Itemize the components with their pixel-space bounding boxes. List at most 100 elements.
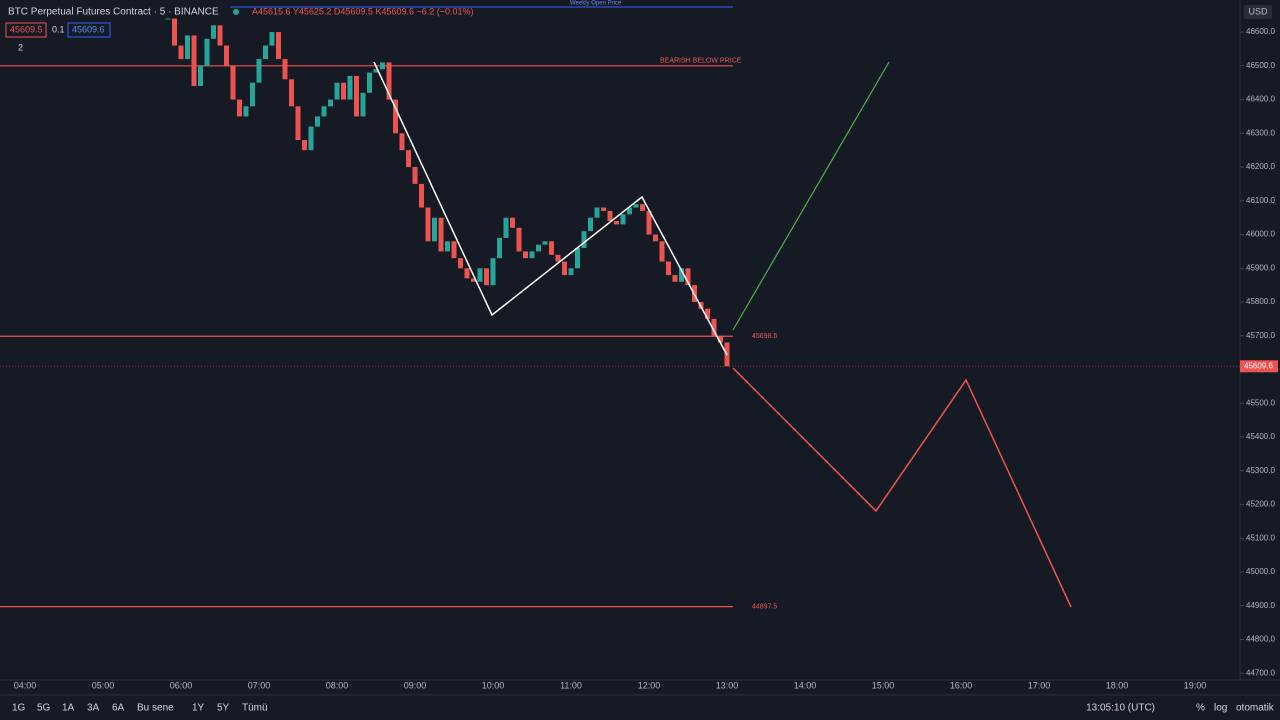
candle bbox=[328, 99, 333, 107]
y-tick-label: 44800.0 bbox=[1246, 635, 1275, 644]
candle bbox=[334, 82, 340, 100]
y-tick-label: 44900.0 bbox=[1246, 601, 1275, 610]
candle bbox=[497, 237, 502, 259]
candle bbox=[549, 241, 554, 255]
currency[interactable]: USD bbox=[1248, 6, 1268, 16]
y-tick-label: 46500.0 bbox=[1246, 61, 1275, 70]
candle bbox=[484, 268, 489, 286]
candle bbox=[243, 106, 249, 117]
y-tick-label: 46300.0 bbox=[1246, 128, 1275, 137]
level-label: BEARISH BELOW PRICE bbox=[660, 58, 742, 65]
range-button[interactable]: 5G bbox=[37, 703, 51, 714]
candle bbox=[653, 234, 658, 242]
x-tick-label: 10:00 bbox=[482, 680, 505, 690]
candle bbox=[666, 261, 671, 276]
x-tick-label: 06:00 bbox=[170, 680, 193, 690]
x-tick-label: 14:00 bbox=[794, 680, 817, 690]
candle bbox=[204, 38, 210, 66]
candle bbox=[627, 207, 632, 215]
candle bbox=[419, 183, 424, 208]
bull-projection bbox=[732, 61, 890, 331]
candle bbox=[432, 217, 437, 242]
candle bbox=[308, 126, 314, 151]
x-tick-label: 15:00 bbox=[872, 680, 895, 690]
level-label: 45698.6 bbox=[752, 333, 777, 340]
candle bbox=[289, 79, 294, 107]
indicator-count[interactable]: 2 bbox=[18, 42, 23, 52]
range-button[interactable]: 1Y bbox=[192, 703, 205, 714]
y-tick-label: 46400.0 bbox=[1246, 95, 1275, 104]
candle bbox=[536, 244, 541, 252]
toolbar: 13:05:10 (UTC) % log otomatik 1G 5G 1A 3A 6A… bbox=[12, 703, 1275, 714]
spread: 0.1 bbox=[52, 24, 65, 34]
candle bbox=[438, 217, 444, 252]
sell-price[interactable]: 45609.5 bbox=[10, 24, 43, 34]
candle bbox=[568, 268, 574, 276]
candle bbox=[198, 65, 203, 87]
x-tick-label: 11:00 bbox=[560, 680, 582, 690]
buy-box[interactable] bbox=[67, 22, 111, 38]
y-tick-label: 46000.0 bbox=[1246, 230, 1275, 239]
candle bbox=[393, 99, 398, 134]
candle bbox=[679, 268, 684, 282]
range-button[interactable]: 1A bbox=[62, 703, 75, 714]
range-button[interactable]: 5Y bbox=[217, 703, 230, 714]
candle bbox=[360, 92, 366, 117]
range-button[interactable]: Tümü bbox=[242, 703, 268, 714]
candle bbox=[555, 254, 561, 262]
candle bbox=[451, 241, 457, 259]
y-tick-label: 45700.0 bbox=[1246, 331, 1275, 340]
candle bbox=[224, 45, 229, 66]
candle bbox=[321, 106, 327, 117]
candle bbox=[250, 82, 255, 107]
candle bbox=[367, 72, 372, 93]
candle bbox=[594, 207, 600, 218]
y-tick-label: 45500.0 bbox=[1246, 398, 1275, 407]
candle bbox=[542, 241, 548, 245]
candle bbox=[295, 106, 301, 141]
candle bbox=[503, 217, 509, 238]
clock: 13:05:10 (UTC) bbox=[1086, 703, 1155, 714]
candle bbox=[614, 221, 619, 225]
auto-toggle[interactable]: otomatik bbox=[1236, 703, 1275, 714]
weekly-label: Weekly Open Price bbox=[570, 1, 622, 7]
candle bbox=[464, 268, 470, 279]
range-button[interactable]: Bu sene bbox=[137, 703, 174, 714]
range-button[interactable]: 1G bbox=[12, 703, 26, 714]
x-tick-label: 05:00 bbox=[92, 680, 115, 690]
x-tick-label: 07:00 bbox=[248, 680, 271, 690]
buy-price[interactable]: 45609.6 bbox=[72, 24, 105, 34]
x-tick-label: 18:00 bbox=[1106, 680, 1129, 690]
log-toggle[interactable]: log bbox=[1214, 703, 1227, 714]
currency-box[interactable] bbox=[1244, 5, 1272, 19]
range-button[interactable]: 6A bbox=[112, 703, 125, 714]
candle bbox=[633, 204, 639, 208]
bear-projection bbox=[732, 367, 1072, 608]
candle bbox=[516, 227, 522, 252]
candle bbox=[399, 133, 405, 151]
candle bbox=[588, 217, 593, 232]
candle bbox=[490, 258, 496, 286]
candle bbox=[477, 268, 483, 282]
candle bbox=[211, 25, 216, 39]
range-button[interactable]: 3A bbox=[87, 703, 100, 714]
candle bbox=[640, 204, 645, 211]
candle bbox=[406, 150, 411, 168]
x-tick-label: 19:00 bbox=[1184, 680, 1207, 690]
candle bbox=[172, 18, 177, 46]
candle bbox=[718, 335, 723, 343]
candle bbox=[373, 69, 379, 73]
candle bbox=[705, 308, 710, 319]
level-label: 44897.5 bbox=[752, 603, 777, 610]
candle bbox=[263, 45, 268, 60]
candle bbox=[607, 210, 613, 222]
candle bbox=[562, 261, 567, 276]
candle bbox=[191, 35, 197, 87]
candle bbox=[380, 62, 385, 70]
y-tick-label: 45400.0 bbox=[1246, 432, 1275, 441]
sell-box[interactable] bbox=[5, 22, 47, 38]
percent-toggle[interactable]: % bbox=[1196, 703, 1205, 714]
candle bbox=[672, 275, 678, 282]
last-price-box bbox=[1240, 360, 1278, 373]
candle bbox=[445, 241, 450, 252]
